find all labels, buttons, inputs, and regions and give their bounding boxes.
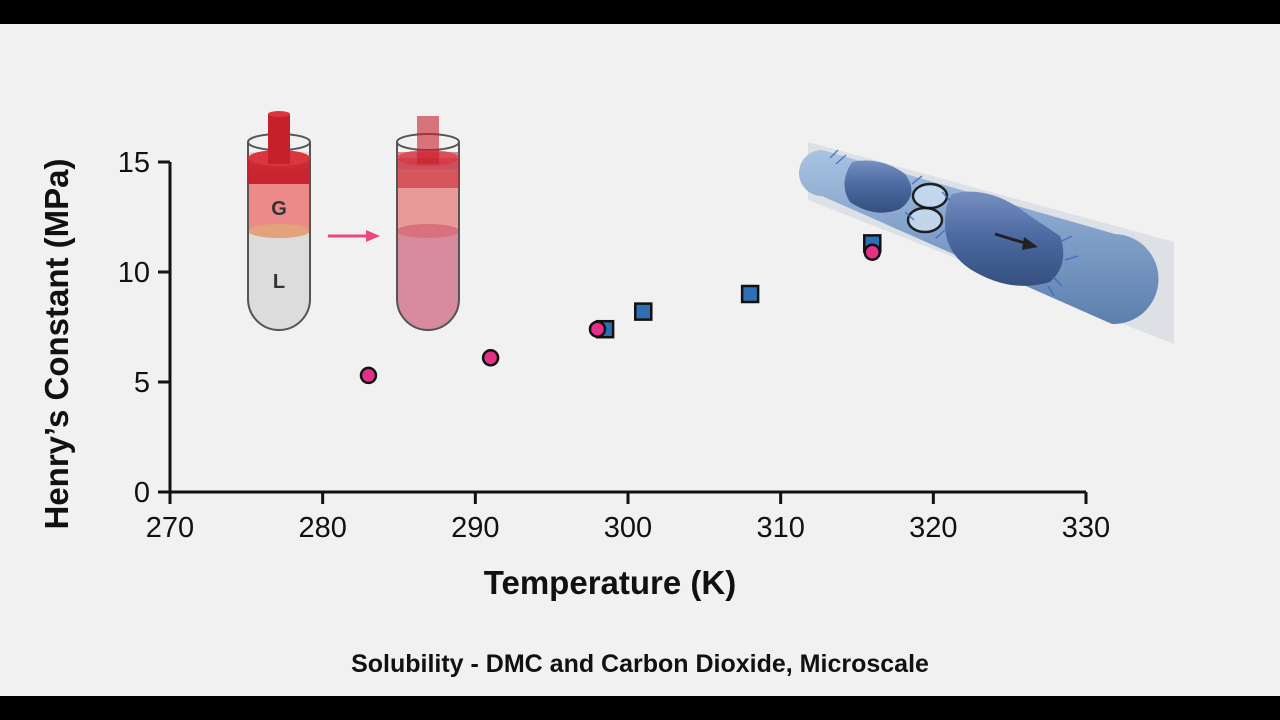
vial-before: G L [247,111,311,331]
x-tick-label: 300 [604,512,652,544]
x-ticks: 270 280 290 300 310 320 330 [146,492,1110,544]
y-tick-label: 0 [134,477,150,509]
microchannel-illustration [799,142,1174,344]
y-axis-title: Henry’s Constant (MPa) [38,159,75,530]
data-point-circle [359,366,378,385]
gas-label: G [271,198,287,220]
transition-arrow [328,230,380,242]
data-point-circle [481,349,500,367]
data-point-square [634,302,653,321]
slide: 270 280 290 300 310 320 330 0 5 10 15 Temperature… [0,24,1280,696]
slide-caption: Solubility - DMC and Carbon Dioxide, Mic… [351,650,929,678]
chart: 270 280 290 300 310 320 330 0 5 10 15 Temperature… [38,111,1174,601]
y-tick-label: 5 [134,367,150,399]
x-tick-label: 290 [451,512,499,544]
data-point-circle [863,243,882,261]
y-tick-label: 15 [118,147,150,179]
x-tick-label: 330 [1062,512,1110,544]
x-tick-label: 270 [146,512,194,544]
x-axis-title: Temperature (K) [484,564,736,601]
inset-vials-illustration: G L [247,111,460,331]
x-tick-label: 310 [756,512,804,544]
axes: 270 280 290 300 310 320 330 0 5 10 15 Temperature… [38,147,1110,601]
x-tick-label: 280 [298,512,346,544]
data-point-square [740,284,760,304]
flow-direction-arrow-icon [994,232,1029,246]
liquid-label: L [273,271,285,293]
droplet-icon [906,206,944,234]
y-ticks: 0 5 10 15 [118,147,170,509]
x-tick-label: 320 [909,512,957,544]
y-tick-label: 10 [118,257,150,289]
data-series [359,234,882,385]
vial-after [396,116,460,331]
data-point-circle [588,320,607,338]
droplet-icon [911,182,949,210]
